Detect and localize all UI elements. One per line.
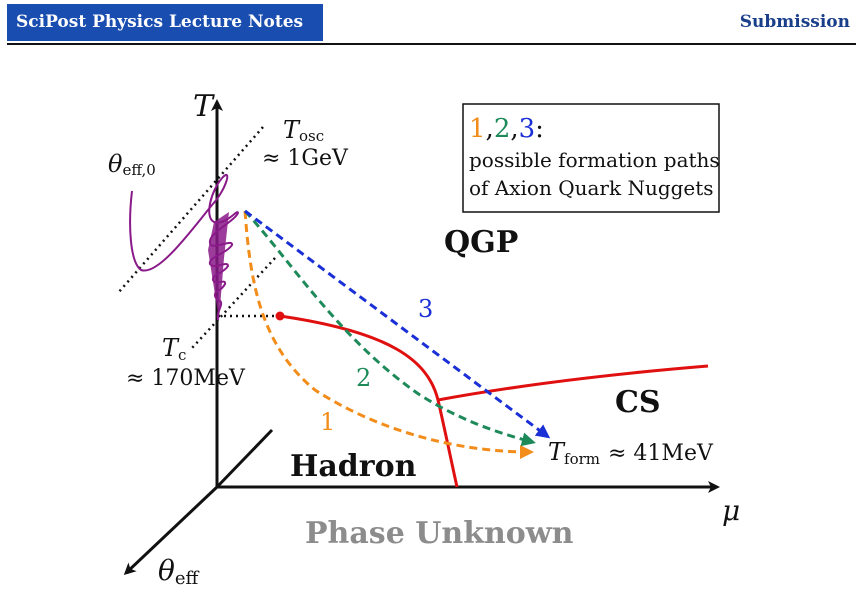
path-1-label: 1 bbox=[320, 408, 335, 436]
header-rule bbox=[7, 43, 856, 45]
t-osc-guide-line bbox=[117, 126, 264, 294]
t-form-label: Tform ≈ 41MeV bbox=[548, 438, 714, 468]
t-c-label: Tc bbox=[162, 334, 186, 364]
theta-axis-upper bbox=[215, 428, 274, 489]
submission-label: Submission bbox=[739, 12, 850, 32]
theta-damped-oscillation-fill bbox=[208, 212, 229, 320]
t-osc-value: ≈ 1GeV bbox=[262, 146, 349, 171]
legend-box bbox=[462, 103, 720, 213]
legend-path-numbers: 1,2,3: bbox=[469, 114, 544, 144]
path-2-label: 2 bbox=[356, 364, 371, 392]
t-c-guide-line bbox=[191, 257, 276, 349]
qgp-phase-label: QGP bbox=[444, 225, 518, 260]
formation-path-1 bbox=[243, 210, 534, 459]
hadron-qgp-phase-boundary bbox=[279, 314, 459, 488]
legend-line-1: possible formation paths bbox=[469, 148, 720, 172]
theta-axis-label: θeff bbox=[158, 554, 200, 589]
cs-phase-label: CS bbox=[615, 385, 661, 420]
formation-path-3 bbox=[244, 209, 551, 439]
t-osc-label: Tosc bbox=[283, 116, 324, 145]
page-header: SciPost Physics Lecture Notes Submission bbox=[0, 0, 863, 46]
formation-path-2 bbox=[243, 209, 536, 447]
journal-title: SciPost Physics Lecture Notes bbox=[7, 4, 323, 41]
theta-initial-label: θeff,0 bbox=[108, 150, 156, 179]
hadron-phase-label: Hadron bbox=[290, 449, 417, 484]
legend-line-2: of Axion Quark Nuggets bbox=[469, 176, 714, 200]
temperature-axis-label: T bbox=[193, 89, 215, 124]
cs-phase-boundary bbox=[437, 364, 709, 402]
critical-point bbox=[275, 311, 285, 321]
t-c-value: ≈ 170MeV bbox=[126, 366, 246, 391]
mu-axis-label: μ bbox=[722, 494, 740, 527]
theta-axis-lower bbox=[123, 485, 219, 576]
path-3-label: 3 bbox=[418, 295, 433, 323]
unknown-phase-label: Phase Unknown bbox=[305, 516, 574, 551]
